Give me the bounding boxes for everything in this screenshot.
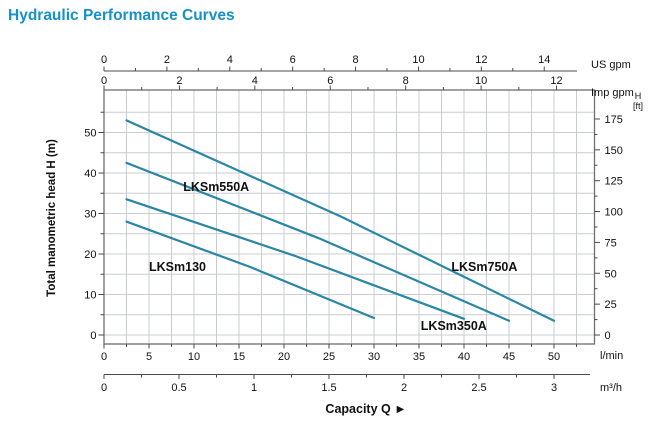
tick-label: 8 (353, 54, 359, 66)
tick-label: 12 (550, 75, 562, 87)
tick-label: 3 (551, 382, 557, 394)
tick-label: 0.5 (171, 382, 186, 394)
curve-label-LKSm550A: LKSm550A (183, 180, 249, 194)
tick-label: 0 (101, 382, 107, 394)
tick-label: 45 (503, 351, 515, 363)
tick-label: 14 (538, 54, 550, 66)
tick-label: 10 (84, 290, 96, 302)
pump-curves (125, 119, 556, 322)
tick-label: 0 (101, 75, 107, 87)
us-gpm-axis-unit: US gpm (591, 59, 631, 71)
tick-label: 8 (403, 75, 409, 87)
page-title: Hydraulic Performance Curves (8, 7, 235, 24)
tick-label: 175 (605, 114, 623, 126)
plot-border (103, 89, 596, 345)
tick-label: 10 (188, 351, 200, 363)
axes-and-ticks: 0 2 4 6 8 10 12 140 2 4 6 8 10 120 5 10 15 20 25 30 35 40 45 50… (84, 54, 623, 394)
tick-label: 75 (605, 237, 617, 249)
tick-label: 10 (475, 75, 487, 87)
tick-label: 0 (605, 330, 611, 342)
ft-axis-unit-h: H (635, 91, 642, 101)
tick-label: 6 (290, 54, 296, 66)
tick-label: 2.5 (471, 382, 486, 394)
tick-label: 6 (327, 75, 333, 87)
m3h-axis-unit: m³/h (600, 382, 622, 394)
tick-label: 30 (84, 209, 96, 221)
tick-label: 0 (101, 54, 107, 66)
tick-label: 150 (605, 145, 623, 157)
tick-label: 40 (84, 168, 96, 180)
tick-label: 50 (84, 128, 96, 140)
curve-label-LKSm130: LKSm130 (149, 260, 206, 274)
tick-label: 100 (605, 207, 623, 219)
lmin-axis-unit: l/min (600, 350, 623, 362)
curve-LKSm750A (125, 119, 556, 322)
plot-frame (103, 89, 596, 345)
tick-label: 20 (278, 351, 290, 363)
tick-label: 25 (605, 299, 617, 311)
tick-label: 1.5 (321, 382, 336, 394)
tick-label: 4 (227, 54, 233, 66)
tick-label: 4 (252, 75, 258, 87)
imp-gpm-axis-unit: Imp gpm (591, 87, 634, 99)
tick-label: 1 (251, 382, 257, 394)
tick-label: 0 (90, 330, 96, 342)
tick-label: 35 (413, 351, 425, 363)
x-axis-title: Capacity Q ► (325, 402, 406, 416)
tick-label: 5 (146, 351, 152, 363)
tick-label: 20 (84, 249, 96, 261)
curve-label-LKSm750A: LKSm750A (451, 260, 517, 274)
tick-label: 25 (323, 351, 335, 363)
tick-label: 40 (458, 351, 470, 363)
tick-label: 2 (401, 382, 407, 394)
tick-label: 125 (605, 176, 623, 188)
y-axis-title: Total manometric head H (m) (46, 139, 58, 297)
tick-label: 50 (548, 351, 560, 363)
tick-label: 15 (233, 351, 245, 363)
tick-label: 0 (101, 351, 107, 363)
curve-LKSm350A (125, 198, 466, 320)
curve-labels: LKSm750A LKSm550A LKSm350A LKSm130 (149, 180, 517, 333)
curve-LKSm550A (125, 161, 511, 322)
tick-label: 30 (368, 351, 380, 363)
ft-axis-unit-ft: [ft] (633, 101, 643, 111)
curve-LKSm130 (125, 220, 376, 320)
tick-label: 2 (164, 54, 170, 66)
tick-label: 10 (412, 54, 424, 66)
tick-label: 2 (176, 75, 182, 87)
tick-label: 50 (605, 268, 617, 280)
tick-label: 12 (475, 54, 487, 66)
curve-label-LKSm350A: LKSm350A (421, 319, 487, 333)
